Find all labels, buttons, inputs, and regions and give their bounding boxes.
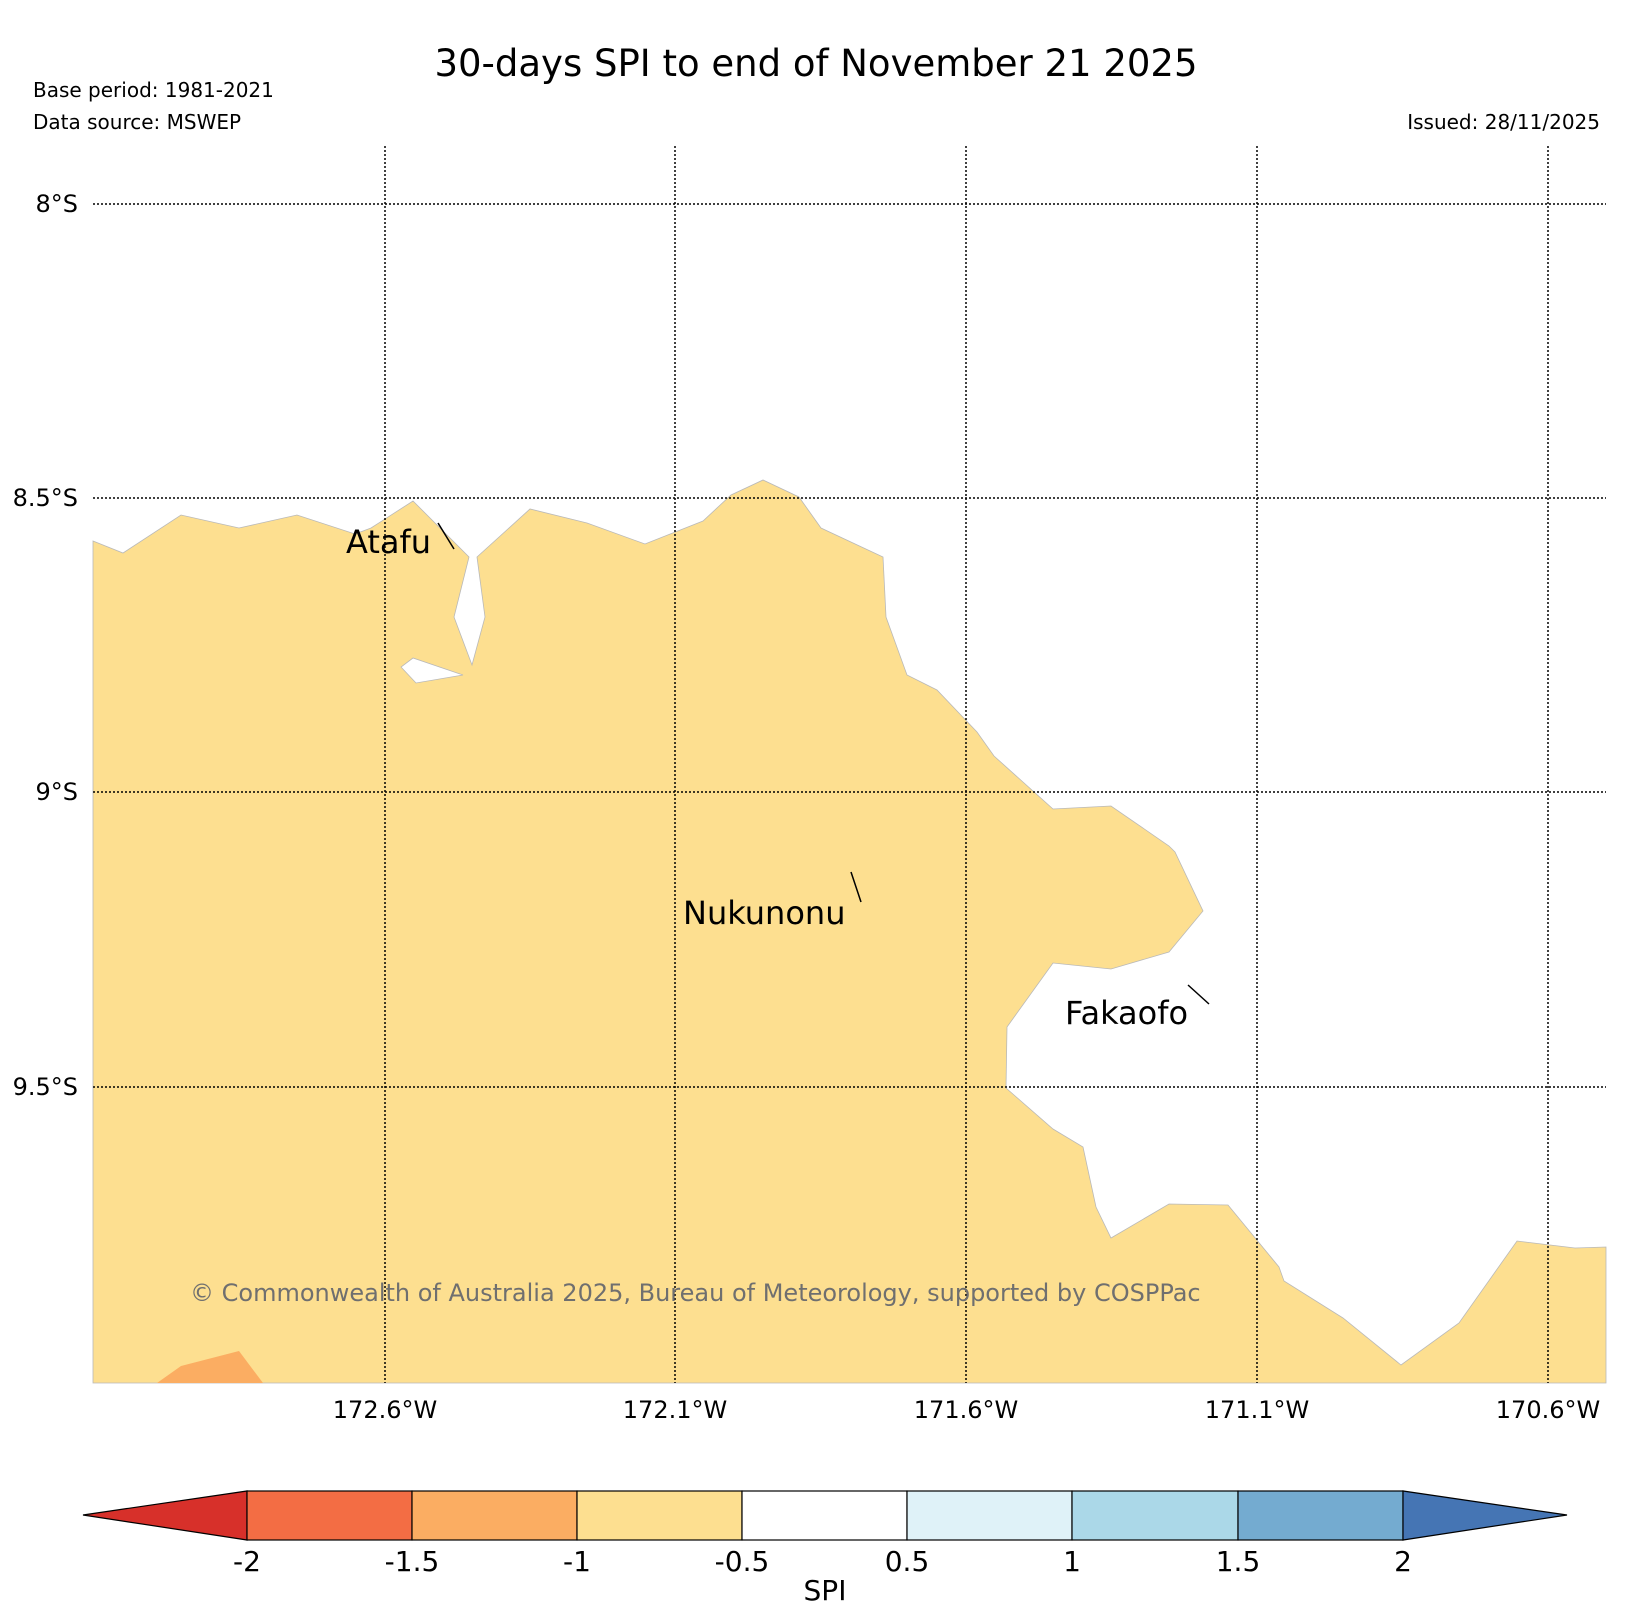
atafu-marker <box>437 522 455 550</box>
latitude-gridlines <box>93 203 1606 1088</box>
colorbar-tick-2: -1.5 <box>385 1545 440 1578</box>
spi-colorbar <box>82 1490 1568 1541</box>
colorbar-tick-5: 0.5 <box>885 1545 930 1578</box>
spi-region-southwest <box>157 1351 263 1383</box>
base-period-label: Base period: 1981-2021 <box>33 78 274 102</box>
spi-region-main <box>92 479 1607 1384</box>
lon-label-171-1w: 171.1°W <box>1205 1396 1309 1424</box>
lat-label-9-5s: 9.5°S <box>13 1073 78 1101</box>
colorbar-segment-5 <box>906 1490 1073 1541</box>
colorbar-segment-7 <box>1237 1490 1404 1541</box>
map-title: 30-days SPI to end of November 21 2025 <box>434 42 1198 85</box>
colorbar-tick-6: 1 <box>1063 1545 1081 1578</box>
place-label-atafu: Atafu <box>346 523 431 561</box>
copyright-watermark: © Commonwealth of Australia 2025, Bureau… <box>190 1279 1201 1307</box>
data-source-label: Data source: MSWEP <box>33 110 242 134</box>
lon-label-172-6w: 172.6°W <box>333 1396 437 1424</box>
lat-label-9s: 9°S <box>35 778 78 806</box>
lon-label-172-1w: 172.1°W <box>623 1396 727 1424</box>
issued-date-label: Issued: 28/11/2025 <box>1407 110 1600 134</box>
colorbar-extend-low <box>82 1490 248 1541</box>
place-label-fakaofo: Fakaofo <box>1065 994 1188 1032</box>
place-label-nukunonu: Nukunonu <box>683 894 845 932</box>
colorbar-tick-4: -0.5 <box>715 1545 770 1578</box>
colorbar-label: SPI <box>804 1574 847 1607</box>
colorbar-segment-4 <box>741 1490 908 1541</box>
colorbar-segment-2 <box>411 1490 578 1541</box>
colorbar-extend-high <box>1402 1490 1568 1541</box>
colorbar-tick-7: 1.5 <box>1216 1545 1261 1578</box>
lat-label-8-5s: 8.5°S <box>13 484 78 512</box>
fakaofo-marker <box>1187 984 1210 1005</box>
lon-label-170-6w: 170.6°W <box>1496 1396 1600 1424</box>
nukunonu-marker <box>850 871 862 903</box>
colorbar-tick-1: -2 <box>233 1545 261 1578</box>
lon-label-171-6w: 171.6°W <box>914 1396 1018 1424</box>
colorbar-tick-3: -1 <box>563 1545 591 1578</box>
lat-label-8s: 8°S <box>35 190 78 218</box>
colorbar-segment-3 <box>576 1490 743 1541</box>
colorbar-segment-1 <box>246 1490 413 1541</box>
colorbar-segment-6 <box>1071 1490 1239 1541</box>
colorbar-tick-8: 2 <box>1394 1545 1412 1578</box>
